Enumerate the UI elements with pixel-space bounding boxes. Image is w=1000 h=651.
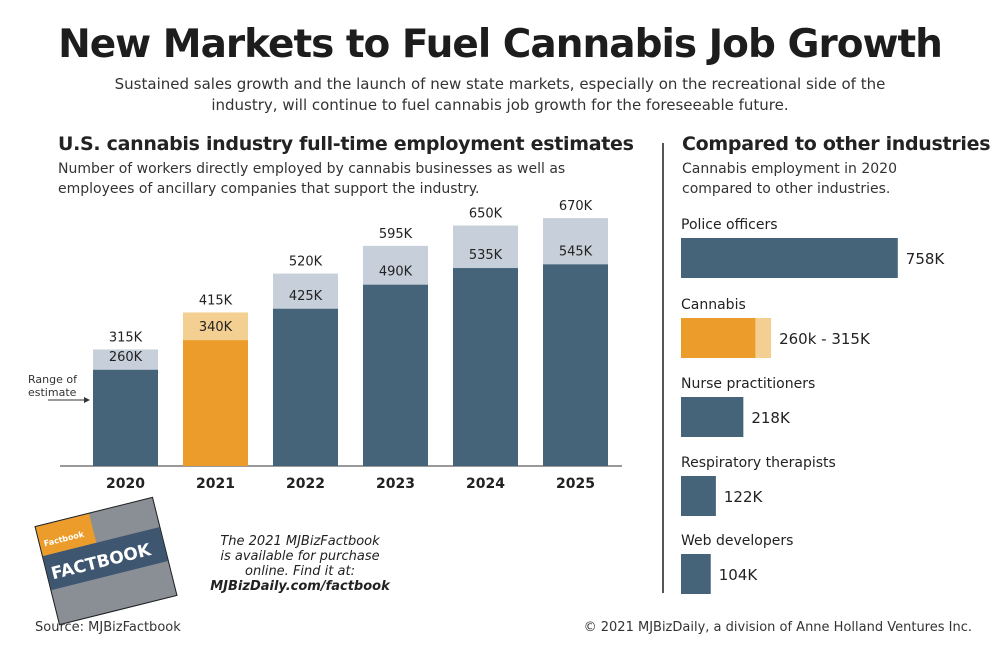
bar-low-2020 <box>93 369 158 466</box>
right-chart-title: Compared to other industries <box>682 133 991 155</box>
promo-line: is available for purchase <box>220 549 380 564</box>
category-label: Respiratory therapists <box>681 455 836 471</box>
promo-link[interactable]: MJBizDaily.com/factbook <box>210 579 390 594</box>
value-label: 758K <box>906 250 946 268</box>
bar-low-2024 <box>453 268 518 466</box>
label-high-2023: 595K <box>379 227 413 242</box>
x-tick-2023: 2023 <box>376 476 415 492</box>
copyright-note: © 2021 MJBizDaily, a division of Anne Ho… <box>583 620 972 635</box>
label-low-2021: 340K <box>199 320 233 335</box>
bar-web-developers <box>681 554 711 594</box>
page-title: New Markets to Fuel Cannabis Job Growth <box>58 22 943 67</box>
x-tick-2024: 2024 <box>466 476 505 492</box>
label-low-2024: 535K <box>469 248 503 263</box>
bar-low-2021 <box>183 340 248 466</box>
bar-nurse-practitioners <box>681 397 744 437</box>
label-low-2022: 425K <box>289 289 323 304</box>
label-high-2022: 520K <box>289 255 323 270</box>
bar-police-officers <box>681 238 898 278</box>
divider <box>662 143 664 593</box>
bar-low-2025 <box>543 264 608 466</box>
bar-low-2022 <box>273 308 338 466</box>
label-high-2025: 670K <box>559 199 593 214</box>
category-label: Police officers <box>681 217 778 233</box>
x-tick-2025: 2025 <box>556 476 595 492</box>
promo-text: The 2021 MJBizFactbook is available for … <box>200 534 400 594</box>
range-annotation: Range of estimate <box>28 373 77 399</box>
bar-low-2023 <box>363 284 428 466</box>
value-label: 260k - 315K <box>779 330 871 348</box>
label-low-2025: 545K <box>559 244 593 259</box>
label-high-2021: 415K <box>199 293 233 308</box>
source-note: Source: MJBizFactbook <box>35 620 181 635</box>
promo-line: online. Find it at: <box>245 564 355 579</box>
category-label: Nurse practitioners <box>681 376 815 392</box>
label-high-2024: 650K <box>469 207 503 222</box>
category-label: Web developers <box>681 533 793 549</box>
annotation-arrow-head <box>84 397 90 403</box>
x-tick-2021: 2021 <box>196 476 235 492</box>
right-chart-subtitle: Cannabis employment in 2020 compared to … <box>682 161 897 197</box>
x-tick-2022: 2022 <box>286 476 325 492</box>
bar-cannabis <box>681 318 756 358</box>
left-chart-title: U.S. cannabis industry full-time employm… <box>58 133 634 155</box>
page-subtitle: Sustained sales growth and the launch of… <box>114 75 886 114</box>
label-low-2023: 490K <box>379 265 413 280</box>
value-label: 104K <box>719 566 759 584</box>
label-low-2020: 260K <box>109 350 143 365</box>
value-label: 122K <box>724 488 764 506</box>
x-tick-2020: 2020 <box>106 476 145 492</box>
label-high-2020: 315K <box>109 330 143 345</box>
value-label: 218K <box>751 409 791 427</box>
bar-respiratory-therapists <box>681 476 716 516</box>
left-chart-subtitle: Number of workers directly employed by c… <box>58 161 566 197</box>
category-label: Cannabis <box>681 297 746 313</box>
promo-line: The 2021 MJBizFactbook <box>220 534 380 549</box>
